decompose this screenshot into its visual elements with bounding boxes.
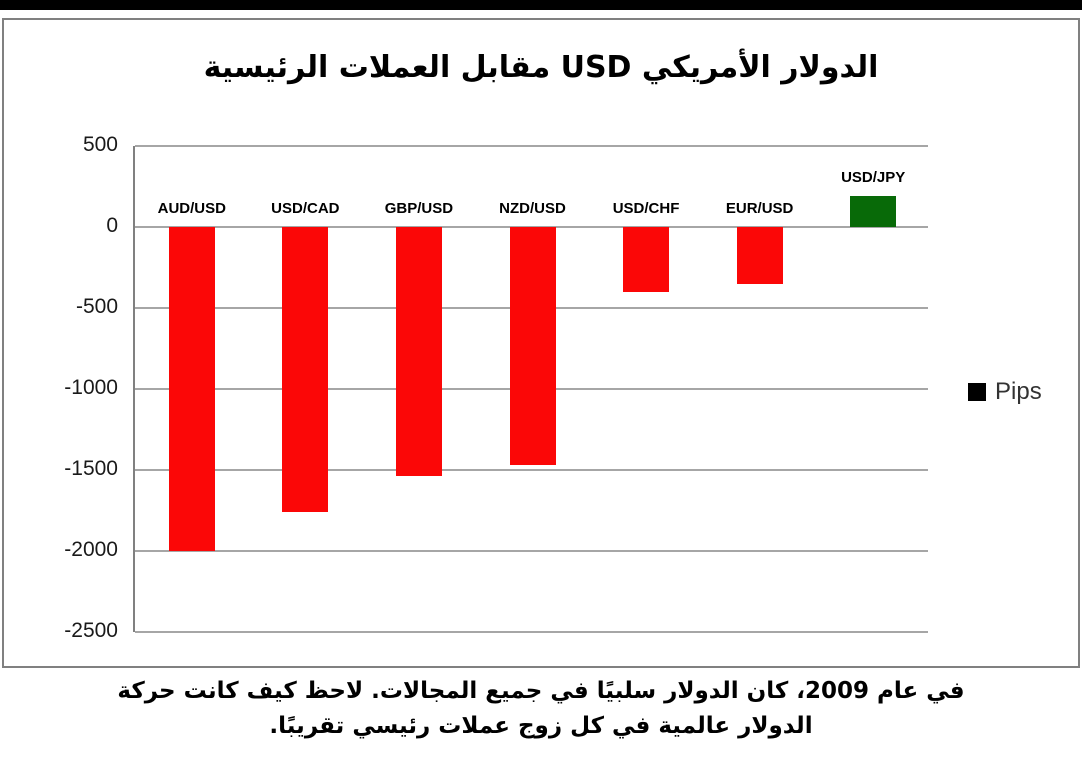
bar-aud-usd xyxy=(168,227,215,551)
bar-eur-usd xyxy=(736,227,783,284)
y-tick-label--2000: -2000 xyxy=(64,538,118,561)
y-tick-label--2500: -2500 xyxy=(64,619,118,642)
bar-usd-cad xyxy=(282,227,329,513)
chart-caption: في عام 2009، كان الدولار سلبيًا في جميع … xyxy=(0,674,1082,744)
bar-label-gbp-usd: GBP/USD xyxy=(384,200,454,217)
top-black-bar xyxy=(0,0,1082,10)
y-tick-label-500: 500 xyxy=(82,133,118,156)
chart-title: الدولار الأمريكي USD مقابل العملات الرئي… xyxy=(203,50,879,85)
bar-label-eur-usd: EUR/USD xyxy=(725,200,794,217)
legend-label: Pips xyxy=(995,378,1042,405)
gridline--2500 xyxy=(135,631,928,633)
gridline--1500 xyxy=(135,469,928,471)
bar-nzd-usd xyxy=(509,227,556,466)
bar-usd-jpy xyxy=(850,196,897,227)
legend: Pips xyxy=(968,378,1042,406)
bar-usd-chf xyxy=(623,227,670,292)
bar-gbp-usd xyxy=(395,227,442,477)
y-tick-label--1000: -1000 xyxy=(64,376,118,399)
y-tick-label-0: 0 xyxy=(106,214,118,237)
y-tick-label--1500: -1500 xyxy=(64,457,118,480)
caption-line-1: في عام 2009، كان الدولار سلبيًا في جميع … xyxy=(117,678,965,704)
legend-swatch-icon xyxy=(968,383,986,401)
gridline--2000 xyxy=(135,550,928,552)
bar-label-aud-usd: AUD/USD xyxy=(157,200,226,217)
gridline-500 xyxy=(135,145,928,147)
y-tick-label--500: -500 xyxy=(75,295,118,318)
caption-line-2: الدولار عالمية في كل زوج عملات رئيسي تقر… xyxy=(269,713,813,739)
bar-label-usd-cad: USD/CAD xyxy=(271,200,340,217)
bar-label-nzd-usd: NZD/USD xyxy=(499,200,566,217)
bar-label-usd-chf: USD/CHF xyxy=(612,200,680,217)
plot-area: AUD/USD USD/CAD GBP/USD NZD/USD USD/CHF EUR/U… xyxy=(133,145,928,633)
bar-label-usd-jpy: USD/JPY xyxy=(841,169,906,187)
chart-frame: الدولار الأمريكي USD مقابل العملات الرئي… xyxy=(2,18,1080,668)
